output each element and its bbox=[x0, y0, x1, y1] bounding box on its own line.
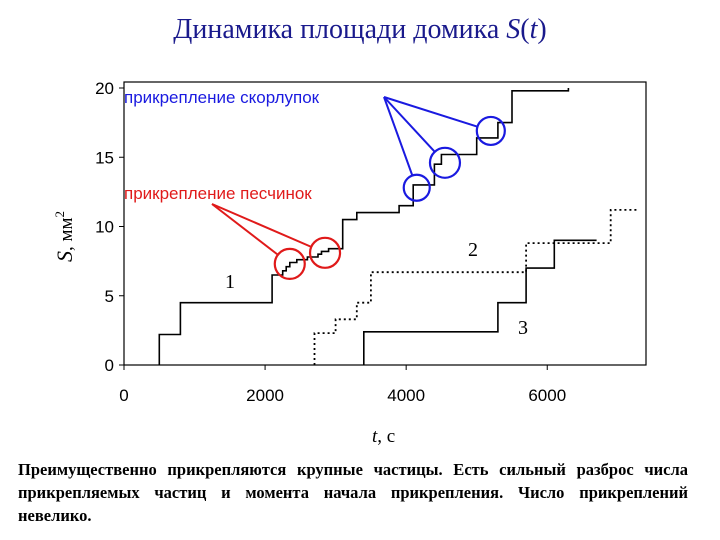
axes-layer: 0 5 10 15 20 0 2000 4000 6000 bbox=[95, 79, 647, 405]
x-tick-label: 6000 bbox=[528, 386, 566, 405]
x-tick-label: 4000 bbox=[387, 386, 425, 405]
shell-pointer-line bbox=[383, 96, 478, 128]
series-label-2: 2 bbox=[468, 239, 478, 261]
title-arg: t bbox=[529, 14, 538, 45]
shell-attachment-circle bbox=[428, 146, 462, 179]
shell-pointer-line bbox=[383, 96, 436, 153]
y-tick-label: 15 bbox=[95, 148, 114, 167]
slide-caption: Преимущественно прикрепляются крупные ча… bbox=[18, 460, 688, 525]
annotations-layer: прикрепление скорлупок прикрепление песч… bbox=[124, 88, 506, 280]
plot-frame bbox=[123, 81, 647, 366]
y-tick-label: 20 bbox=[95, 79, 114, 98]
y-tick-label: 0 bbox=[105, 356, 114, 375]
y-tick-label: 10 bbox=[95, 218, 114, 237]
grain-attachment-circle bbox=[308, 236, 342, 269]
grain-pointer-line bbox=[211, 203, 279, 256]
title-close: ) bbox=[537, 14, 547, 45]
shell-attachment-circle bbox=[475, 115, 506, 147]
series-label-1: 1 bbox=[225, 271, 235, 293]
series-label-3: 3 bbox=[518, 317, 528, 339]
x-tick-label: 0 bbox=[119, 386, 128, 405]
series-line-3 bbox=[363, 239, 597, 365]
title-text: Динамика площади домика bbox=[173, 14, 507, 45]
y-tick-label: 5 bbox=[105, 287, 114, 306]
title-open: ( bbox=[520, 14, 530, 45]
title-var: S bbox=[506, 14, 521, 45]
labels-layer: 1 2 3 t, с S, мм2 bbox=[52, 211, 528, 447]
annotation-shells-label: прикрепление скорлупок bbox=[124, 88, 320, 107]
x-axis-var: t bbox=[372, 426, 378, 447]
y-axis-unit: , мм bbox=[56, 217, 77, 251]
y-axis-label: S, мм2 bbox=[52, 211, 77, 262]
y-axis-var: S bbox=[52, 251, 77, 262]
y-axis-unit-sup: 2 bbox=[52, 211, 67, 218]
series-line-1 bbox=[158, 88, 570, 365]
grain-attachment-circle bbox=[273, 247, 306, 280]
annotation-grains-label: прикрепление песчинок bbox=[124, 184, 312, 203]
slide-title: Динамика площади домика S(t) bbox=[0, 14, 720, 46]
x-axis-unit: , с bbox=[377, 426, 395, 447]
grain-pointer-line bbox=[211, 203, 312, 248]
x-axis-label: t, с bbox=[372, 426, 395, 447]
shell-attachment-circle bbox=[402, 173, 431, 202]
area-dynamics-chart: 0 5 10 15 20 0 2000 4000 6000 прикрепление скорл… bbox=[52, 79, 647, 447]
x-tick-label: 2000 bbox=[246, 386, 284, 405]
shell-pointer-line bbox=[383, 96, 414, 176]
series-layer bbox=[158, 88, 639, 365]
